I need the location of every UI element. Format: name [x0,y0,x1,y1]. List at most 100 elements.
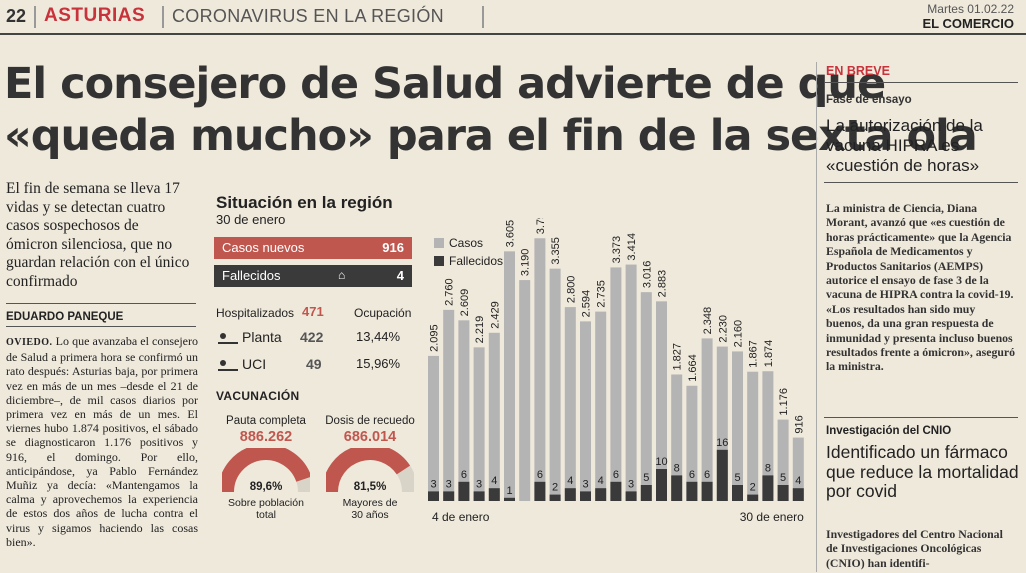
tombstone-icon: ⌂ [338,268,346,282]
case-bar [656,301,667,501]
death-bar [762,475,774,501]
death-bar-label: 4 [491,475,497,487]
booster-gauge [326,448,414,493]
brief-section-label: EN BREVE [826,64,890,78]
death-bar [549,494,561,501]
ward-value: 422 [300,329,324,345]
death-bar [792,488,804,501]
death-bar-label: 3 [430,478,436,490]
article-body: OVIEDO. Lo que avanzaba el consejero de … [6,334,198,549]
case-bar-label: 2.429 [489,301,501,329]
death-bar [656,469,667,501]
case-bar-label: 2.760 [444,278,456,306]
death-bar [564,488,576,501]
occupancy-label: Ocupación [354,306,412,320]
article-subtitle: El fin de semana se lleva 17 vidas y se … [6,180,190,290]
case-bar [610,267,622,501]
brief-body: La ministra de Ciencia, Diana Morant, av… [826,201,1016,374]
death-bar-label: 3 [446,478,452,490]
new-cases-label: Casos nuevos [222,240,305,255]
death-bar-label: 5 [643,472,649,484]
case-bar-label: 2.230 [717,315,729,343]
caption-line: Sobre población [228,497,304,509]
issue-date: Martes 01.02.22 [927,2,1014,16]
full-vaccination-label: Pauta completa [226,415,306,427]
header-divider [34,6,36,28]
case-bar-label: 1.827 [672,343,684,371]
header-divider [162,6,164,28]
death-bar [473,491,485,501]
death-bar [686,481,698,501]
case-bar [792,437,804,501]
death-bar-label: 10 [655,456,667,468]
legend-cases-swatch [434,238,444,248]
brief-rule [824,417,1018,418]
case-bar [732,351,743,501]
death-bar-label: 5 [734,472,740,484]
header-rule [0,33,1026,35]
booster-value: 686.014 [343,429,397,445]
case-bar [686,385,698,501]
gauge-fill [326,448,411,493]
death-bar [443,491,455,501]
case-bar-label: 3.605 [505,220,517,248]
death-bar [716,449,728,501]
booster-pct: 81,5% [353,481,387,493]
full-vaccination-caption: Sobre población total [216,497,316,521]
case-bar-label: 2.735 [596,280,608,308]
hospitalized-value: 471 [302,304,324,319]
brief-headline: La autorización de la vacuna HIPRA es «c… [826,116,983,175]
legend-deaths-label: Fallecidos [449,254,503,268]
death-bar [534,481,546,501]
death-bar [488,488,500,501]
death-bar-label: 5 [780,472,786,484]
full-vaccination-value: 886.262 [239,429,293,445]
infographic-date: 30 de enero [216,212,286,227]
brief2-body: Investigadores del Centro Nacional de In… [826,527,1003,570]
brief-rule [824,182,1018,183]
case-bar-label: 2.594 [581,290,593,318]
case-bar-label: 3.373 [611,236,623,264]
brief2-kicker: Investigación del CNIO [826,425,952,437]
case-bar-label: 2.348 [702,307,714,335]
headline-line-2: «queda mucho» para el fin de la sexta ol… [4,111,978,161]
death-bar [701,481,713,501]
booster-caption: Mayores de 30 años [320,497,420,521]
death-bar [640,485,652,501]
death-bar-label: 6 [461,469,467,481]
icu-bed-icon [218,359,238,372]
death-bar [595,488,607,501]
headline-line-1: El consejero de Salud advierte de que [4,59,886,109]
case-bar [747,371,759,501]
legend-deaths-swatch [434,256,444,266]
case-bar [701,338,713,501]
deaths-row: Fallecidos ⌂ 4 [214,265,412,287]
icu-label: UCI [242,356,267,372]
case-bar [580,321,591,501]
header-divider [482,6,484,28]
case-bar [762,371,774,501]
new-cases-value: 916 [382,240,404,255]
case-bar-label: 2.883 [657,270,669,298]
case-bar-label: 1.867 [748,340,760,368]
byline-rule [6,303,196,304]
booster-label: Dosis de recuedo [325,415,415,427]
case-bar-label: 1.664 [687,354,699,382]
byline-rule [6,326,196,327]
case-bar [777,419,789,501]
column-divider [816,62,817,572]
brief2-headline: Identificado un fármaco que reduce la mo… [826,442,1019,501]
death-bar-label: 4 [567,475,573,487]
death-bar-label: 2 [552,482,558,494]
death-bar [610,481,622,501]
full-vaccination-pct: 89,6% [249,481,283,493]
death-bar [732,485,743,501]
case-bar [458,320,470,501]
x-start-label: 4 de enero [432,510,490,524]
vaccination-title: VACUNACIÓN [216,389,300,403]
death-bar-label: 8 [674,462,680,474]
death-bar [671,475,683,501]
icu-value: 49 [306,356,322,372]
case-bar [443,309,455,501]
case-bar [473,347,485,501]
